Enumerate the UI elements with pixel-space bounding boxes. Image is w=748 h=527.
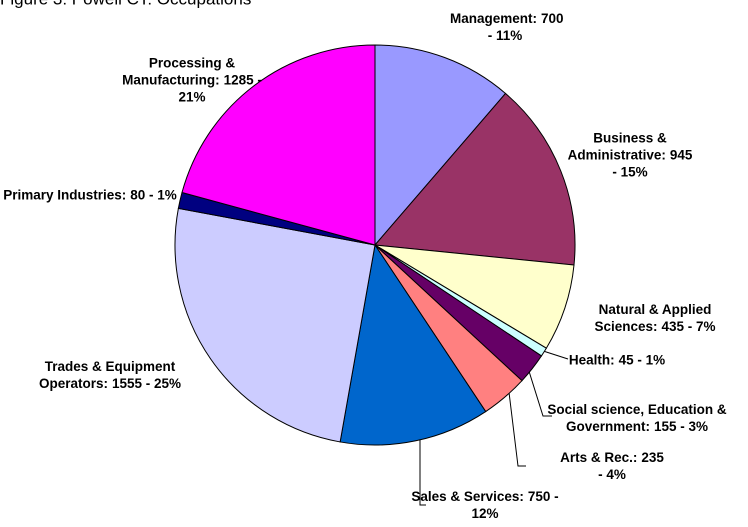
slice-label: Processing & Manufacturing: 1285 - 21%	[117, 55, 267, 106]
slice-label: Management: 700 - 11%	[450, 10, 564, 44]
leader-line	[419, 432, 426, 506]
label-text: Natural & Applied Sciences:	[594, 302, 712, 334]
leader-line	[507, 383, 526, 467]
slice-label: Trades & Equipment Operators: 1555 - 25%	[10, 358, 210, 392]
label-text: Social science, Education & Government:	[547, 402, 727, 434]
slice-label: Health: 45 - 1%	[567, 352, 667, 369]
slice-label: Primary Industries: 80 - 1%	[0, 187, 185, 204]
pie-slice	[174, 207, 376, 443]
label-text: Primary Industries:	[3, 187, 127, 203]
label-text: Business & Administrative:	[567, 130, 667, 163]
label-text: Management:	[450, 11, 538, 26]
pie-slice	[181, 44, 376, 246]
slice-label: Social science, Education & Government: 1…	[532, 401, 742, 435]
leader-line	[527, 367, 552, 417]
slice-label: Arts & Rec.: 235 - 4%	[557, 449, 667, 483]
pie-slice	[374, 44, 507, 247]
label-text: 80 - 1%	[130, 187, 177, 203]
chart-title: Figure 3: Powell CT: Occupations	[0, 0, 251, 8]
pie-slice	[373, 92, 576, 266]
slice-label: Natural & Applied Sciences: 435 - 7%	[570, 301, 740, 335]
label-text: 700 - 11%	[487, 11, 564, 43]
label-text: 1285 - 21%	[178, 72, 262, 105]
label-text: 945 - 15%	[612, 147, 693, 180]
label-text: Trades & Equipment Operators:	[38, 359, 176, 391]
label-text: 750 - 12%	[471, 489, 559, 521]
label-text: Arts & Rec.:	[560, 450, 638, 465]
slice-label: Business & Administrative: 945 - 15%	[565, 130, 695, 181]
pie-slice	[339, 243, 487, 446]
slice-label: Sales & Services: 750 - 12%	[410, 488, 560, 522]
label-text: 1555 - 25%	[111, 376, 182, 391]
label-text: 235 - 4%	[598, 450, 664, 482]
label-text: Health:	[568, 352, 615, 368]
label-text: 435 - 7%	[661, 319, 716, 334]
label-text: 45 - 1%	[618, 352, 666, 368]
label-text: Processing & Manufacturing:	[122, 55, 236, 88]
label-text: 155 - 3%	[653, 419, 709, 434]
label-text: Sales & Services:	[411, 489, 524, 504]
